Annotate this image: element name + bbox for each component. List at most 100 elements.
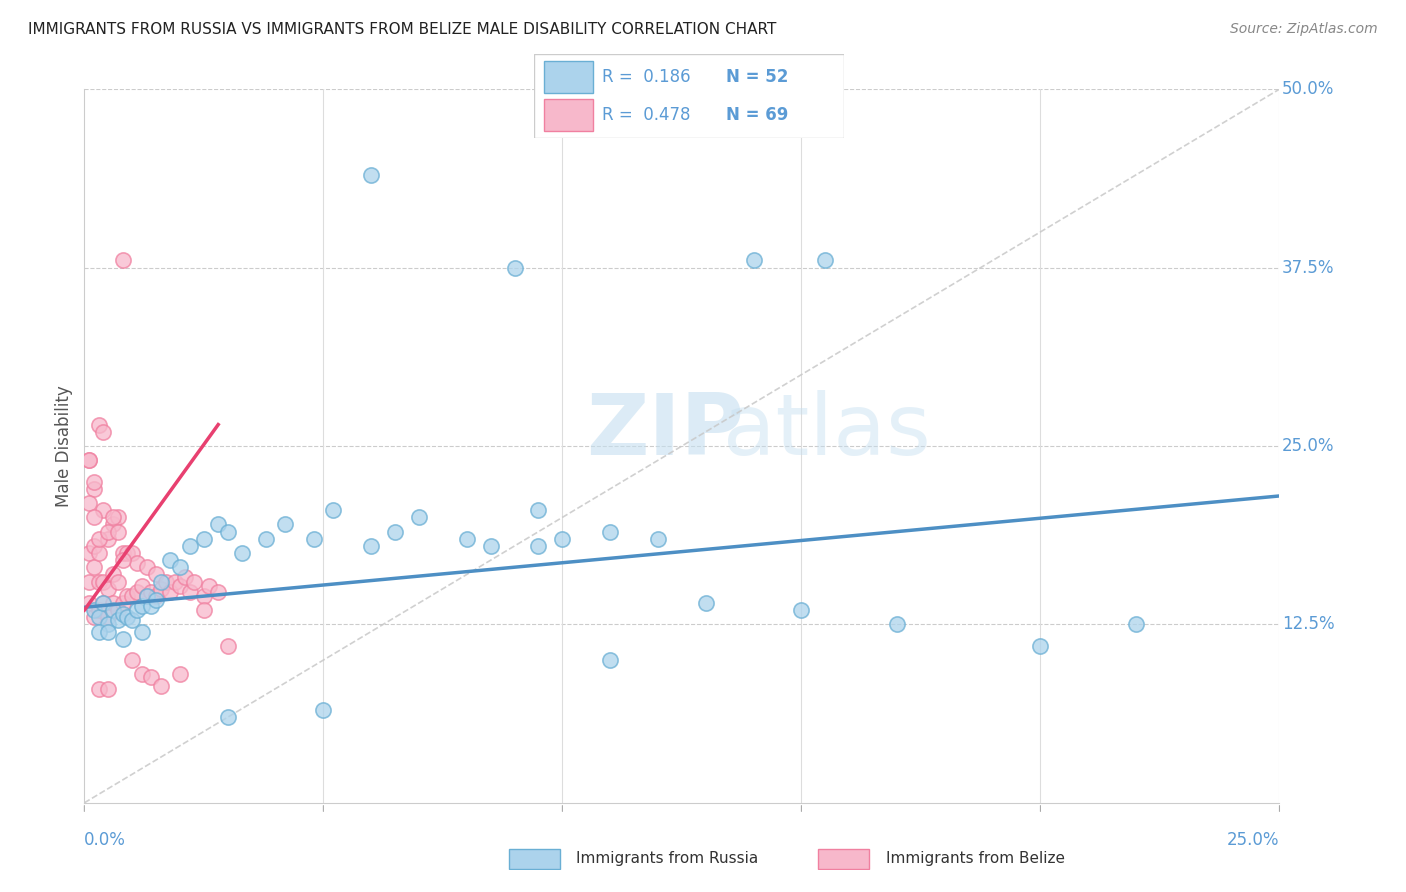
- Point: [83, 475, 105, 489]
- Point: [83, 610, 105, 624]
- Point: [207, 584, 229, 599]
- Point: [121, 613, 143, 627]
- Point: [141, 599, 163, 613]
- Point: [77, 596, 100, 610]
- Point: [101, 603, 124, 617]
- Point: [145, 589, 167, 603]
- FancyBboxPatch shape: [534, 54, 844, 138]
- Point: [599, 524, 621, 539]
- Point: [83, 560, 105, 574]
- Point: [173, 570, 195, 584]
- Point: [77, 453, 100, 467]
- Point: [83, 510, 105, 524]
- Point: [149, 679, 172, 693]
- Point: [322, 503, 344, 517]
- Point: [217, 524, 239, 539]
- Point: [131, 667, 153, 681]
- Point: [87, 681, 110, 696]
- Point: [93, 425, 115, 439]
- Point: [125, 584, 148, 599]
- Point: [87, 546, 110, 560]
- Point: [87, 603, 110, 617]
- Point: [111, 596, 134, 610]
- Text: ZIP: ZIP: [586, 390, 744, 474]
- Point: [87, 532, 110, 546]
- Point: [107, 613, 129, 627]
- Point: [97, 532, 120, 546]
- Point: [886, 617, 908, 632]
- Point: [145, 567, 167, 582]
- Text: atlas: atlas: [586, 390, 931, 474]
- Point: [111, 546, 134, 560]
- Point: [93, 596, 115, 610]
- Point: [149, 582, 172, 596]
- Point: [125, 556, 148, 570]
- Point: [599, 653, 621, 667]
- Point: [125, 603, 148, 617]
- Point: [93, 596, 115, 610]
- Point: [274, 517, 297, 532]
- Point: [695, 596, 717, 610]
- Text: Immigrants from Belize: Immigrants from Belize: [886, 851, 1064, 865]
- Point: [217, 710, 239, 724]
- Text: 50.0%: 50.0%: [1282, 80, 1334, 98]
- Point: [111, 253, 134, 268]
- Point: [83, 603, 105, 617]
- Point: [814, 253, 837, 268]
- Point: [647, 532, 669, 546]
- Point: [121, 546, 143, 560]
- Point: [193, 603, 215, 617]
- Point: [131, 579, 153, 593]
- Text: R =  0.478: R = 0.478: [602, 106, 690, 124]
- Text: R =  0.186: R = 0.186: [602, 68, 690, 86]
- Point: [107, 510, 129, 524]
- Text: 25.0%: 25.0%: [1227, 831, 1279, 849]
- Point: [135, 589, 157, 603]
- Point: [107, 574, 129, 589]
- Point: [197, 579, 219, 593]
- Point: [231, 546, 253, 560]
- Point: [101, 517, 124, 532]
- Point: [117, 589, 139, 603]
- Point: [87, 610, 110, 624]
- Point: [193, 532, 215, 546]
- Point: [83, 482, 105, 496]
- Point: [169, 667, 191, 681]
- Point: [527, 539, 550, 553]
- Point: [131, 624, 153, 639]
- Point: [312, 703, 335, 717]
- Point: [551, 532, 574, 546]
- Point: [77, 496, 100, 510]
- Point: [165, 574, 187, 589]
- Point: [742, 253, 765, 268]
- Point: [87, 624, 110, 639]
- FancyBboxPatch shape: [818, 848, 869, 869]
- Point: [117, 610, 139, 624]
- Point: [117, 546, 139, 560]
- Point: [97, 582, 120, 596]
- Point: [456, 532, 478, 546]
- Point: [97, 681, 120, 696]
- Point: [527, 503, 550, 517]
- Point: [169, 579, 191, 593]
- Point: [302, 532, 325, 546]
- Text: N = 69: N = 69: [725, 106, 789, 124]
- Point: [97, 617, 120, 632]
- Point: [111, 632, 134, 646]
- Point: [179, 539, 201, 553]
- Point: [159, 584, 181, 599]
- Point: [503, 260, 526, 275]
- Point: [77, 546, 100, 560]
- Text: 0.0%: 0.0%: [84, 831, 127, 849]
- Point: [145, 593, 167, 607]
- FancyBboxPatch shape: [544, 99, 593, 130]
- Point: [141, 584, 163, 599]
- Point: [384, 524, 406, 539]
- Point: [131, 599, 153, 613]
- Text: 37.5%: 37.5%: [1282, 259, 1334, 277]
- Text: Immigrants from Russia: Immigrants from Russia: [576, 851, 759, 865]
- Point: [360, 168, 382, 182]
- Point: [479, 539, 502, 553]
- Point: [101, 567, 124, 582]
- Y-axis label: Male Disability: Male Disability: [55, 385, 73, 507]
